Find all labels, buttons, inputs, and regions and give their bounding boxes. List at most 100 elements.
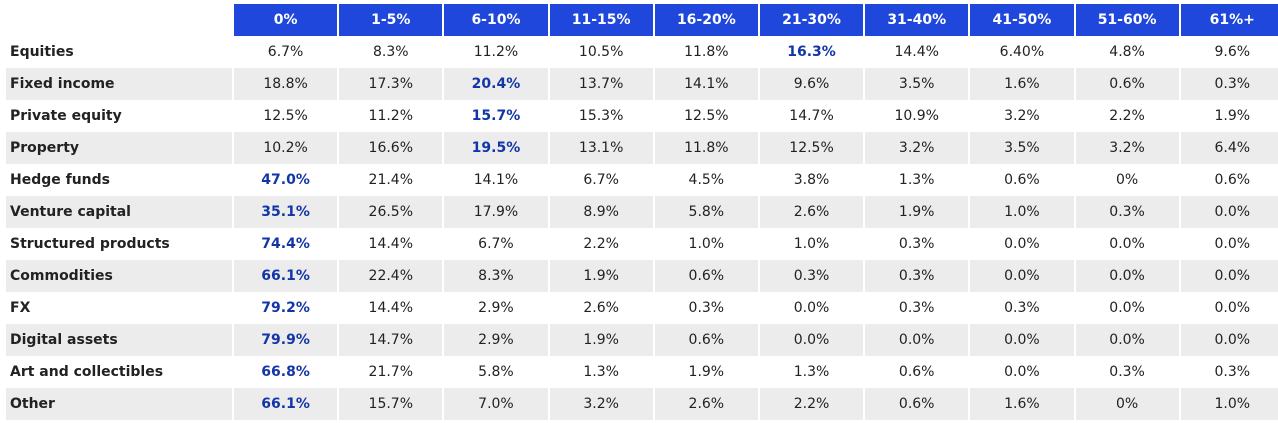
value-cell: 1.9%	[1180, 100, 1278, 132]
value-cell: 11.2%	[339, 100, 443, 132]
header-row: 0% 1-5% 6-10% 11-15% 16-20% 21-30% 31-40% 41-50…	[6, 4, 1278, 36]
value-cell: 17.3%	[339, 68, 443, 100]
row-label: Structured products	[6, 228, 232, 260]
value-cell: 0.0%	[1180, 260, 1278, 292]
value-cell: 0.0%	[1180, 292, 1278, 324]
row-label: Equities	[6, 36, 232, 68]
value-cell: 8.3%	[444, 260, 548, 292]
value-cell: 1.0%	[1180, 388, 1278, 420]
value-cell: 0.3%	[1075, 356, 1179, 388]
value-cell: 11.2%	[444, 36, 548, 68]
value-cell: 0.3%	[970, 292, 1074, 324]
value-cell: 0.6%	[654, 324, 758, 356]
value-cell: 0.3%	[759, 260, 864, 292]
value-cell: 14.1%	[444, 164, 548, 196]
value-cell: 0%	[1075, 164, 1179, 196]
value-cell: 10.9%	[865, 100, 969, 132]
highlighted-value-cell: 15.7%	[444, 100, 548, 132]
highlighted-value-cell: 20.4%	[444, 68, 548, 100]
value-cell: 8.9%	[549, 196, 653, 228]
highlighted-value-cell: 74.4%	[234, 228, 338, 260]
value-cell: 0.0%	[1075, 260, 1179, 292]
highlighted-value-cell: 79.2%	[234, 292, 338, 324]
highlighted-value-cell: 35.1%	[234, 196, 338, 228]
value-cell: 14.4%	[865, 36, 969, 68]
value-cell: 1.6%	[970, 388, 1074, 420]
allocation-table-container: 0% 1-5% 6-10% 11-15% 16-20% 21-30% 31-40% 41-50…	[4, 4, 1278, 420]
row-label: Fixed income	[6, 68, 232, 100]
value-cell: 3.2%	[1075, 132, 1179, 164]
value-cell: 15.7%	[339, 388, 443, 420]
value-cell: 2.6%	[759, 196, 864, 228]
value-cell: 2.2%	[1075, 100, 1179, 132]
column-header: 21-30%	[759, 4, 864, 36]
value-cell: 0.3%	[1075, 196, 1179, 228]
value-cell: 1.3%	[865, 164, 969, 196]
value-cell: 1.6%	[970, 68, 1074, 100]
value-cell: 12.5%	[759, 132, 864, 164]
highlighted-value-cell: 19.5%	[444, 132, 548, 164]
value-cell: 2.2%	[549, 228, 653, 260]
value-cell: 0.6%	[1075, 68, 1179, 100]
value-cell: 21.4%	[339, 164, 443, 196]
value-cell: 10.2%	[234, 132, 338, 164]
table-row: Equities 6.7% 8.3% 11.2% 10.5% 11.8% 16.3% 14.4…	[6, 36, 1278, 68]
value-cell: 16.6%	[339, 132, 443, 164]
row-label: Hedge funds	[6, 164, 232, 196]
table-row: Venture capital 35.1% 26.5% 17.9% 8.9% 5.8% 2.…	[6, 196, 1278, 228]
value-cell: 12.5%	[234, 100, 338, 132]
value-cell: 5.8%	[654, 196, 758, 228]
value-cell: 0.0%	[1180, 324, 1278, 356]
value-cell: 13.1%	[549, 132, 653, 164]
highlighted-value-cell: 47.0%	[234, 164, 338, 196]
value-cell: 9.6%	[759, 68, 864, 100]
table-row: Private equity 12.5% 11.2% 15.7% 15.3% 12.5% 1…	[6, 100, 1278, 132]
value-cell: 3.2%	[865, 132, 969, 164]
value-cell: 0.0%	[970, 228, 1074, 260]
value-cell: 6.40%	[970, 36, 1074, 68]
value-cell: 0.0%	[970, 356, 1074, 388]
value-cell: 5.8%	[444, 356, 548, 388]
value-cell: 0.3%	[654, 292, 758, 324]
value-cell: 11.8%	[654, 132, 758, 164]
column-header: 0%	[234, 4, 338, 36]
value-cell: 11.8%	[654, 36, 758, 68]
value-cell: 1.3%	[549, 356, 653, 388]
value-cell: 13.7%	[549, 68, 653, 100]
value-cell: 0.0%	[759, 292, 864, 324]
value-cell: 14.1%	[654, 68, 758, 100]
value-cell: 14.7%	[339, 324, 443, 356]
value-cell: 2.6%	[654, 388, 758, 420]
value-cell: 3.5%	[970, 132, 1074, 164]
table-row: Art and collectibles 66.8% 21.7% 5.8% 1.3% 1.…	[6, 356, 1278, 388]
value-cell: 1.0%	[759, 228, 864, 260]
value-cell: 4.5%	[654, 164, 758, 196]
value-cell: 1.9%	[865, 196, 969, 228]
table-row: FX 79.2% 14.4% 2.9% 2.6% 0.3% 0.0% 0.3% 0.3% 0.0%…	[6, 292, 1278, 324]
table-row: Property 10.2% 16.6% 19.5% 13.1% 11.8% 12.5% 3.…	[6, 132, 1278, 164]
value-cell: 1.9%	[549, 260, 653, 292]
value-cell: 0.0%	[1075, 228, 1179, 260]
value-cell: 15.3%	[549, 100, 653, 132]
highlighted-value-cell: 66.1%	[234, 260, 338, 292]
value-cell: 10.5%	[549, 36, 653, 68]
value-cell: 0.3%	[865, 292, 969, 324]
value-cell: 21.7%	[339, 356, 443, 388]
value-cell: 0.3%	[1180, 356, 1278, 388]
value-cell: 18.8%	[234, 68, 338, 100]
value-cell: 0.6%	[865, 388, 969, 420]
column-header: 41-50%	[970, 4, 1074, 36]
table-row: Hedge funds 47.0% 21.4% 14.1% 6.7% 4.5% 3.8% 1.…	[6, 164, 1278, 196]
value-cell: 1.9%	[549, 324, 653, 356]
table-row: Commodities 66.1% 22.4% 8.3% 1.9% 0.6% 0.3% 0.3…	[6, 260, 1278, 292]
value-cell: 3.2%	[549, 388, 653, 420]
value-cell: 2.6%	[549, 292, 653, 324]
value-cell: 0.0%	[1180, 196, 1278, 228]
row-label: Digital assets	[6, 324, 232, 356]
column-header: 51-60%	[1075, 4, 1179, 36]
value-cell: 0.0%	[970, 260, 1074, 292]
value-cell: 0.0%	[1075, 324, 1179, 356]
table-row: Digital assets 79.9% 14.7% 2.9% 1.9% 0.6% 0.0%…	[6, 324, 1278, 356]
value-cell: 2.9%	[444, 324, 548, 356]
value-cell: 3.8%	[759, 164, 864, 196]
